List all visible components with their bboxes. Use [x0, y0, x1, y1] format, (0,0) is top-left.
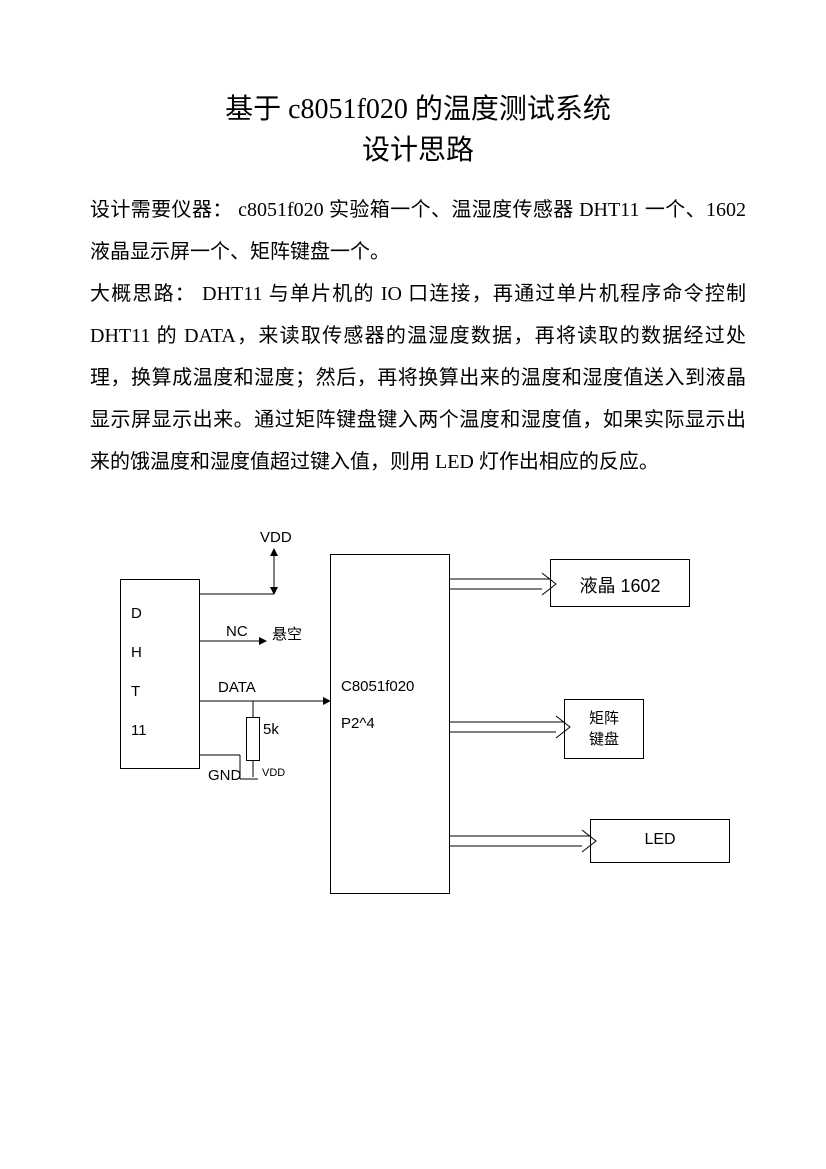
dht11-box: D H T 11 [120, 579, 200, 769]
hang-label: 悬空 [272, 623, 302, 644]
gnd-label: GND [208, 767, 241, 784]
title-line2: 设计思路 [362, 135, 474, 166]
block-diagram: D H T 11 C8051f020 P2^4 液晶 1602 矩阵 键盘 LE… [90, 519, 750, 899]
page-title: 基于 c8051f020 的温度测试系统 设计思路 [90, 90, 746, 171]
nc-label: NC [226, 623, 248, 640]
kbd-l1: 矩阵 [565, 708, 643, 729]
led-box: LED [590, 819, 730, 863]
resistor-5k [246, 717, 260, 761]
led-label: LED [644, 831, 675, 848]
data-label: DATA [218, 679, 256, 696]
mcu-box: C8051f020 P2^4 [330, 554, 450, 894]
vdd-top-label: VDD [260, 529, 292, 546]
keyboard-box: 矩阵 键盘 [564, 699, 644, 759]
p2: DHT11 与单片机的 IO 口连接，再通过单片机程序命令控制 DHT11 的 … [90, 283, 746, 473]
p2-prefix: 大概思路： [90, 283, 196, 305]
lcd-label: 液晶 1602 [579, 576, 660, 596]
mcu-port: P2^4 [341, 715, 439, 732]
p1-prefix: 设计需要仪器： [90, 199, 233, 221]
body-text: 设计需要仪器： c8051f020 实验箱一个、温湿度传感器 DHT11 一个、… [90, 189, 746, 483]
lcd-box: 液晶 1602 [550, 559, 690, 607]
vdd-small-label: VDD [262, 767, 285, 779]
r5k-label: 5k [263, 721, 279, 738]
title-line1: 基于 c8051f020 的温度测试系统 [225, 94, 611, 125]
kbd-l2: 键盘 [565, 729, 643, 750]
dht11-text: D H T 11 [131, 594, 189, 750]
mcu-chip: C8051f020 [341, 678, 439, 695]
